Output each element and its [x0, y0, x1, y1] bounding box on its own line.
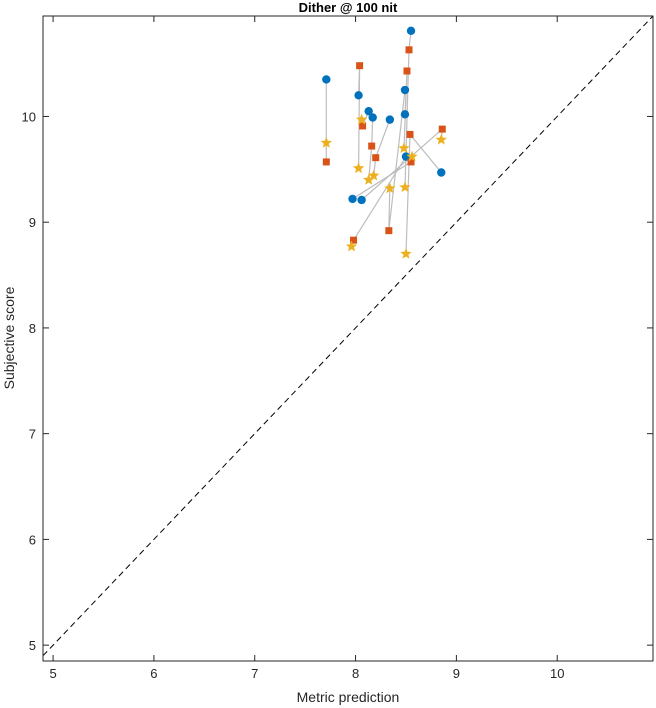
y-axis-label: Subjective score [1, 286, 17, 389]
plot-frame [42, 15, 654, 662]
y-tick-label: 8 [29, 321, 36, 336]
chart-title: Dither @ 100 nit [299, 0, 398, 15]
star-marker [406, 150, 418, 162]
y-axis-ticks: 5 6 7 8 9 10 [22, 109, 653, 653]
circle-marker [406, 26, 416, 36]
circle-marker [322, 75, 331, 84]
square-marker [350, 236, 358, 244]
star-marker [320, 136, 333, 148]
y-tick-label: 9 [29, 215, 36, 230]
star-marker [352, 162, 365, 174]
y-tick-label: 5 [29, 638, 36, 653]
star-marker [398, 142, 410, 154]
star-marker [355, 113, 368, 125]
star-marker [368, 169, 380, 181]
square-marker [359, 122, 367, 130]
square-marker [403, 67, 411, 75]
star-marker [384, 182, 396, 194]
circle-marker [348, 194, 357, 204]
square-marker [385, 227, 393, 235]
star-marker [345, 240, 358, 252]
star-marker [362, 173, 375, 185]
circle-marker [385, 115, 395, 124]
square-marker [407, 158, 415, 166]
x-tick-label: 9 [453, 666, 460, 681]
x-tick-label: 10 [550, 666, 564, 681]
y-tick-label: 7 [29, 427, 36, 442]
square-marker [405, 46, 413, 54]
square-marker [438, 125, 446, 133]
star-marker [400, 247, 412, 259]
star-marker [435, 133, 447, 145]
x-tick-label: 8 [352, 666, 359, 681]
circle-marker [400, 110, 410, 119]
x-axis-label: Metric prediction [297, 689, 400, 705]
circle-marker [364, 106, 373, 116]
plot-background [43, 16, 653, 661]
y-tick-label: 6 [29, 532, 36, 547]
circle-marker [400, 85, 410, 95]
circle-marker [357, 195, 366, 205]
circle-marker [368, 113, 377, 122]
x-tick-label: 7 [251, 666, 258, 681]
square-marker [406, 130, 414, 138]
square-marker [368, 142, 376, 150]
star-marker [399, 181, 411, 193]
x-tick-label: 6 [150, 666, 157, 681]
circle-marker [437, 168, 446, 177]
data-markers [320, 26, 447, 259]
x-axis-ticks: 5 6 7 8 9 10 [49, 16, 564, 681]
x-tick-label: 5 [49, 666, 56, 681]
square-marker [356, 62, 364, 70]
square-marker [322, 158, 330, 166]
circle-marker [354, 91, 363, 100]
y-tick-label: 10 [22, 109, 36, 124]
identity-reference-line [42, 15, 654, 657]
square-marker [372, 154, 380, 162]
